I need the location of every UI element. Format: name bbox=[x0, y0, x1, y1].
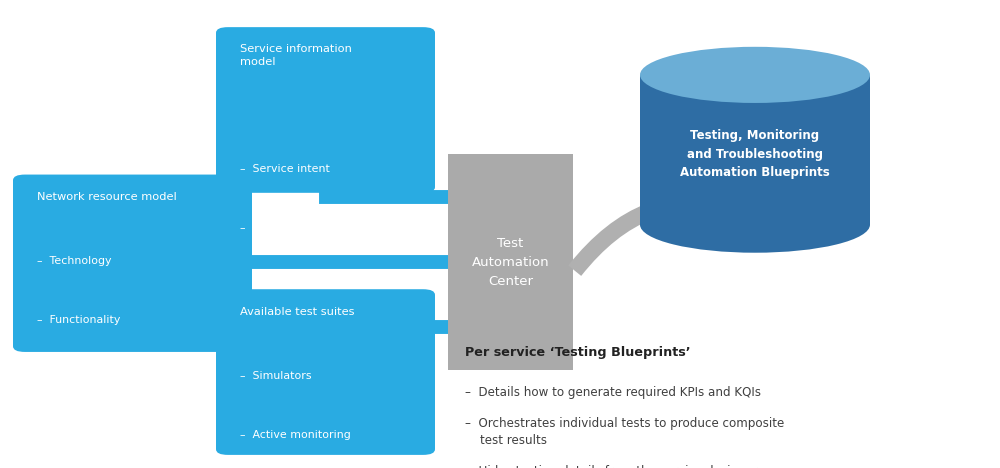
Text: Test
Automation
Center: Test Automation Center bbox=[472, 237, 549, 287]
Text: Testing, Monitoring
and Troubleshooting
Automation Blueprints: Testing, Monitoring and Troubleshooting … bbox=[680, 130, 830, 179]
Text: Network resource model: Network resource model bbox=[37, 192, 177, 202]
Text: Available test suites: Available test suites bbox=[240, 307, 354, 316]
Text: Service information
model: Service information model bbox=[240, 44, 352, 67]
Text: –  Details how to generate required KPIs and KQIs: – Details how to generate required KPIs … bbox=[465, 386, 761, 399]
Text: –  Technology: – Technology bbox=[37, 256, 112, 266]
FancyBboxPatch shape bbox=[216, 289, 435, 455]
Text: –  Simulators: – Simulators bbox=[240, 371, 312, 380]
Text: –  Hides testing details from the service designer: – Hides testing details from the service… bbox=[465, 465, 758, 468]
Text: Per service ‘Testing Blueprints’: Per service ‘Testing Blueprints’ bbox=[465, 346, 690, 359]
Text: –  Service intent: – Service intent bbox=[240, 164, 330, 174]
Text: –  Orchestrates individual tests to produce composite
    test results: – Orchestrates individual tests to produ… bbox=[465, 417, 784, 447]
FancyBboxPatch shape bbox=[448, 154, 573, 370]
FancyBboxPatch shape bbox=[13, 175, 252, 352]
Text: –  Active monitoring: – Active monitoring bbox=[240, 430, 351, 440]
Ellipse shape bbox=[640, 197, 870, 253]
Text: –  SLAs, KQIs, KPIs: – SLAs, KQIs, KPIs bbox=[240, 223, 341, 234]
FancyBboxPatch shape bbox=[216, 27, 435, 193]
Text: –  Virtual/hybrid/physical: – Virtual/hybrid/physical bbox=[37, 374, 174, 384]
Ellipse shape bbox=[640, 47, 870, 103]
Polygon shape bbox=[640, 75, 870, 225]
Text: –  Functionality: – Functionality bbox=[37, 315, 120, 325]
